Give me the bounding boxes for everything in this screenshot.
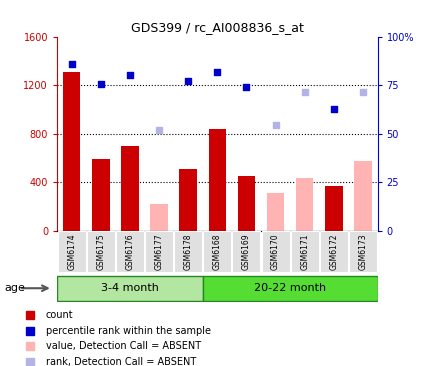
Bar: [208, 129, 226, 231]
Bar: [266, 193, 284, 231]
Text: rank, Detection Call = ABSENT: rank, Detection Call = ABSENT: [46, 356, 196, 366]
Point: [300, 89, 307, 95]
Bar: [295, 179, 313, 231]
Text: GSM6175: GSM6175: [96, 233, 105, 270]
Bar: [121, 146, 138, 231]
FancyBboxPatch shape: [261, 231, 289, 272]
Bar: [237, 176, 254, 231]
Point: [97, 81, 104, 87]
Bar: [353, 161, 371, 231]
Text: count: count: [46, 310, 73, 320]
Text: GSM6178: GSM6178: [183, 234, 192, 270]
Text: GSM6173: GSM6173: [358, 233, 367, 270]
Bar: [92, 159, 109, 231]
FancyBboxPatch shape: [145, 231, 173, 272]
Point: [359, 89, 366, 95]
Text: GSM6170: GSM6170: [270, 233, 279, 270]
Text: GSM6174: GSM6174: [67, 233, 76, 270]
Bar: [179, 169, 197, 231]
FancyBboxPatch shape: [57, 231, 85, 272]
Text: age: age: [4, 283, 25, 294]
Text: GSM6177: GSM6177: [154, 233, 163, 270]
FancyBboxPatch shape: [174, 231, 201, 272]
Text: 3-4 month: 3-4 month: [101, 283, 159, 293]
Point: [213, 69, 220, 75]
Bar: [63, 72, 80, 231]
Text: percentile rank within the sample: percentile rank within the sample: [46, 325, 210, 336]
FancyBboxPatch shape: [203, 231, 231, 272]
Point: [329, 107, 336, 112]
Point: [184, 79, 191, 85]
Bar: [150, 204, 167, 231]
Text: GSM6176: GSM6176: [125, 233, 134, 270]
FancyBboxPatch shape: [348, 231, 376, 272]
Text: GSM6172: GSM6172: [328, 234, 338, 270]
FancyBboxPatch shape: [290, 231, 318, 272]
Title: GDS399 / rc_AI008836_s_at: GDS399 / rc_AI008836_s_at: [131, 21, 303, 34]
Point: [126, 72, 133, 78]
Text: GSM6169: GSM6169: [241, 233, 251, 270]
Point: [242, 84, 249, 90]
FancyBboxPatch shape: [319, 231, 347, 272]
FancyBboxPatch shape: [202, 276, 377, 301]
FancyBboxPatch shape: [87, 231, 114, 272]
Point: [68, 61, 75, 67]
Text: GSM6171: GSM6171: [300, 234, 308, 270]
Text: 20-22 month: 20-22 month: [254, 283, 325, 293]
Point: [155, 127, 162, 133]
FancyBboxPatch shape: [116, 231, 144, 272]
Point: [272, 122, 279, 128]
Bar: [325, 186, 342, 231]
FancyBboxPatch shape: [232, 231, 260, 272]
Text: value, Detection Call = ABSENT: value, Detection Call = ABSENT: [46, 341, 201, 351]
FancyBboxPatch shape: [57, 276, 202, 301]
Text: GSM6168: GSM6168: [212, 234, 221, 270]
